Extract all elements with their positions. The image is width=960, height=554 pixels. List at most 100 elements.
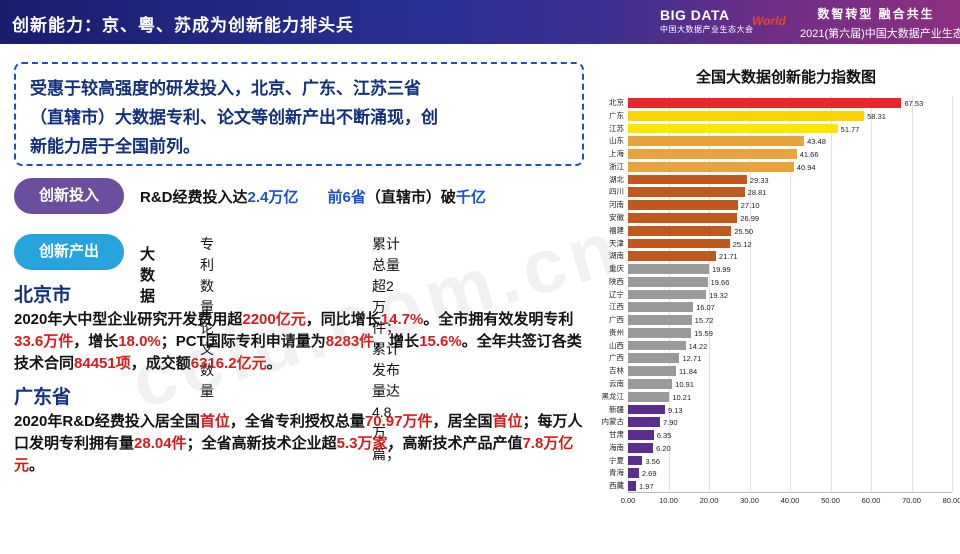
chart-category-label: 北京 (609, 98, 624, 107)
x-tick-label: 10.00 (659, 496, 678, 505)
chart-category-label: 江苏 (609, 123, 624, 133)
chart-bar: 1.97 (628, 481, 654, 491)
chart-category-label: 安徽 (609, 212, 624, 222)
callout-line-3: 新能力居于全国前列。 (30, 137, 200, 156)
chart-bar: 25.50 (628, 225, 753, 236)
x-tick-label: 70.00 (902, 496, 921, 505)
tag-innovation-output: 创新产出 (14, 234, 124, 270)
header-event-name: 2021(第六届)中国大数据产业生态大会 (800, 28, 960, 40)
section-guangdong: 广东省 2020年R&D经费投入居全国首位，全省专利授权总量70.97万件，居全… (14, 382, 594, 477)
callout-line-2: （直辖市）大数据专利、论文等创新产出不断涌现，创 (30, 108, 438, 127)
chart-bar: 9.13 (628, 404, 683, 415)
chart-value-label: 58.31 (867, 111, 886, 121)
summary-callout: 受惠于较高强度的研发投入，北京、广东、江苏三省 （直辖市）大数据专利、论文等创新… (14, 62, 584, 166)
chart-bar: 67.53 (628, 98, 923, 108)
chart-category-label: 贵州 (609, 327, 624, 337)
chart-bar: 27.10 (628, 200, 760, 210)
grid-line (871, 96, 872, 492)
chart-bar: 6.20 (628, 442, 671, 453)
section-beijing-body: 2020年大中型企业研究开发费用超2200亿元，同比增长14.7%。全市拥有效发… (14, 311, 582, 372)
chart-value-label: 9.13 (667, 405, 683, 415)
callout-line-1: 受惠于较高强度的研发投入，北京、广东、江苏三省 (30, 79, 421, 98)
chart-bar: 26.99 (628, 212, 759, 223)
paper-count-label: 论文数量 (200, 320, 214, 399)
rd-spend-value: 2.4万亿 (247, 189, 299, 206)
chart-category-label: 内蒙古 (601, 417, 625, 427)
chart-value-label: 10.21 (672, 392, 692, 402)
chart-value-label: 2.69 (641, 469, 657, 479)
grid-line (830, 96, 832, 492)
chart-bar: 3.56 (628, 455, 660, 466)
header-right-text: 数智转型 融合共生 2021(第六届)中国大数据产业生态大会 (800, 5, 960, 41)
chart-bar: 29.33 (628, 174, 769, 185)
chart-value-label: 15.72 (694, 316, 714, 326)
chart-value-label: 14.22 (688, 341, 708, 351)
chart-bar: 10.91 (628, 379, 694, 389)
logo-main-text: BIG DATA (660, 7, 730, 23)
chart-category-label: 西藏 (609, 481, 624, 491)
chart-category-label: 广西 (609, 315, 624, 325)
chart-category-label: 甘肃 (609, 430, 624, 440)
chart-bar: 58.31 (628, 110, 886, 121)
chart-category-label: 湖南 (609, 251, 624, 261)
grid-line (911, 96, 913, 492)
chart-value-label: 1.97 (638, 482, 654, 492)
chart-category-label: 湖北 (609, 174, 624, 184)
section-beijing: 北京市 2020年大中型企业研究开发费用超2200亿元，同比增长14.7%。全市… (14, 280, 594, 375)
x-tick-label: 30.00 (740, 496, 759, 505)
left-content-panel: 受惠于较高强度的研发投入，北京、广东、江苏三省 （直辖市）大数据专利、论文等创新… (0, 44, 612, 540)
rd-spend-label: R&D经费投入达 (140, 189, 248, 206)
chart-bar: 15.59 (628, 327, 713, 338)
chart-bar: 2.69 (628, 468, 657, 478)
top6-value: 千亿 (455, 189, 486, 206)
chart-category-label: 天津 (609, 238, 624, 248)
chart-title: 全国大数据创新能力指数图 (695, 69, 876, 86)
chart-category-label: 青海 (609, 468, 624, 478)
x-tick-label: 20.00 (699, 496, 719, 505)
chart-value-label: 21.71 (718, 252, 738, 262)
x-tick-label: 0.00 (620, 496, 636, 505)
chart-value-label: 12.71 (682, 354, 702, 364)
chart-value-label: 41.66 (799, 150, 819, 160)
chart-category-label: 黑龙江 (601, 391, 625, 401)
x-axis-line (628, 492, 952, 493)
chart-value-label: 25.50 (734, 226, 754, 236)
chart-bar: 21.71 (628, 251, 738, 261)
chart-bar: 10.21 (628, 391, 691, 402)
top6-label: 前6省 (327, 189, 366, 206)
x-tick-label: 80.00 (942, 496, 960, 505)
chart-category-label: 广西 (609, 353, 624, 363)
chart-value-label: 7.90 (662, 418, 678, 428)
chart-category-label: 山东 (609, 136, 624, 146)
chart-value-label: 15.59 (694, 328, 713, 338)
x-tick-label: 50.00 (821, 496, 840, 505)
chart-value-label: 28.81 (747, 188, 767, 198)
chart-category-label: 江西 (609, 302, 624, 312)
chart-bar: 28.81 (628, 187, 766, 197)
grid-line (790, 96, 791, 492)
logo-accent-text: World (752, 14, 786, 28)
chart-category-label: 海南 (609, 442, 624, 452)
paper-total-value: 累计发布量达4.8万篇； (372, 341, 400, 462)
chart-value-label: 16.07 (696, 303, 715, 313)
chart-value-label: 19.66 (710, 277, 730, 287)
x-tick-label: 60.00 (861, 496, 881, 505)
top6-suffix: （直辖市）破 (365, 189, 456, 206)
innovation-input-text: R&D经费投入达2.4万亿 前6省（直辖市）破千亿 (140, 186, 486, 207)
chart-value-label: 6.35 (656, 431, 672, 441)
chart-value-label: 67.53 (904, 99, 924, 108)
chart-value-label: 3.56 (645, 456, 661, 466)
chart-bar: 16.07 (628, 302, 715, 312)
chart-category-label: 云南 (609, 379, 624, 389)
grid-line (952, 96, 953, 492)
chart-category-label: 新疆 (609, 404, 624, 414)
chart-value-label: 29.33 (749, 175, 769, 185)
conference-logo: BIG DATA World 中国大数据产业生态大会 (660, 4, 790, 40)
logo-sub-text: 中国大数据产业生态大会 (660, 25, 754, 34)
chart-value-label: 26.99 (740, 213, 760, 223)
patent-count-label: 专利数量 (200, 236, 214, 315)
chart-value-label: 51.77 (840, 124, 860, 134)
chart-category-label: 四川 (609, 187, 624, 197)
output-metric-list: 专利数量 论文数量 (200, 234, 214, 402)
innovation-output-row: 创新产出 大数据 专利数量 论文数量 累计总量超2万件； 累计发布量达4.8万篇… (14, 234, 400, 462)
